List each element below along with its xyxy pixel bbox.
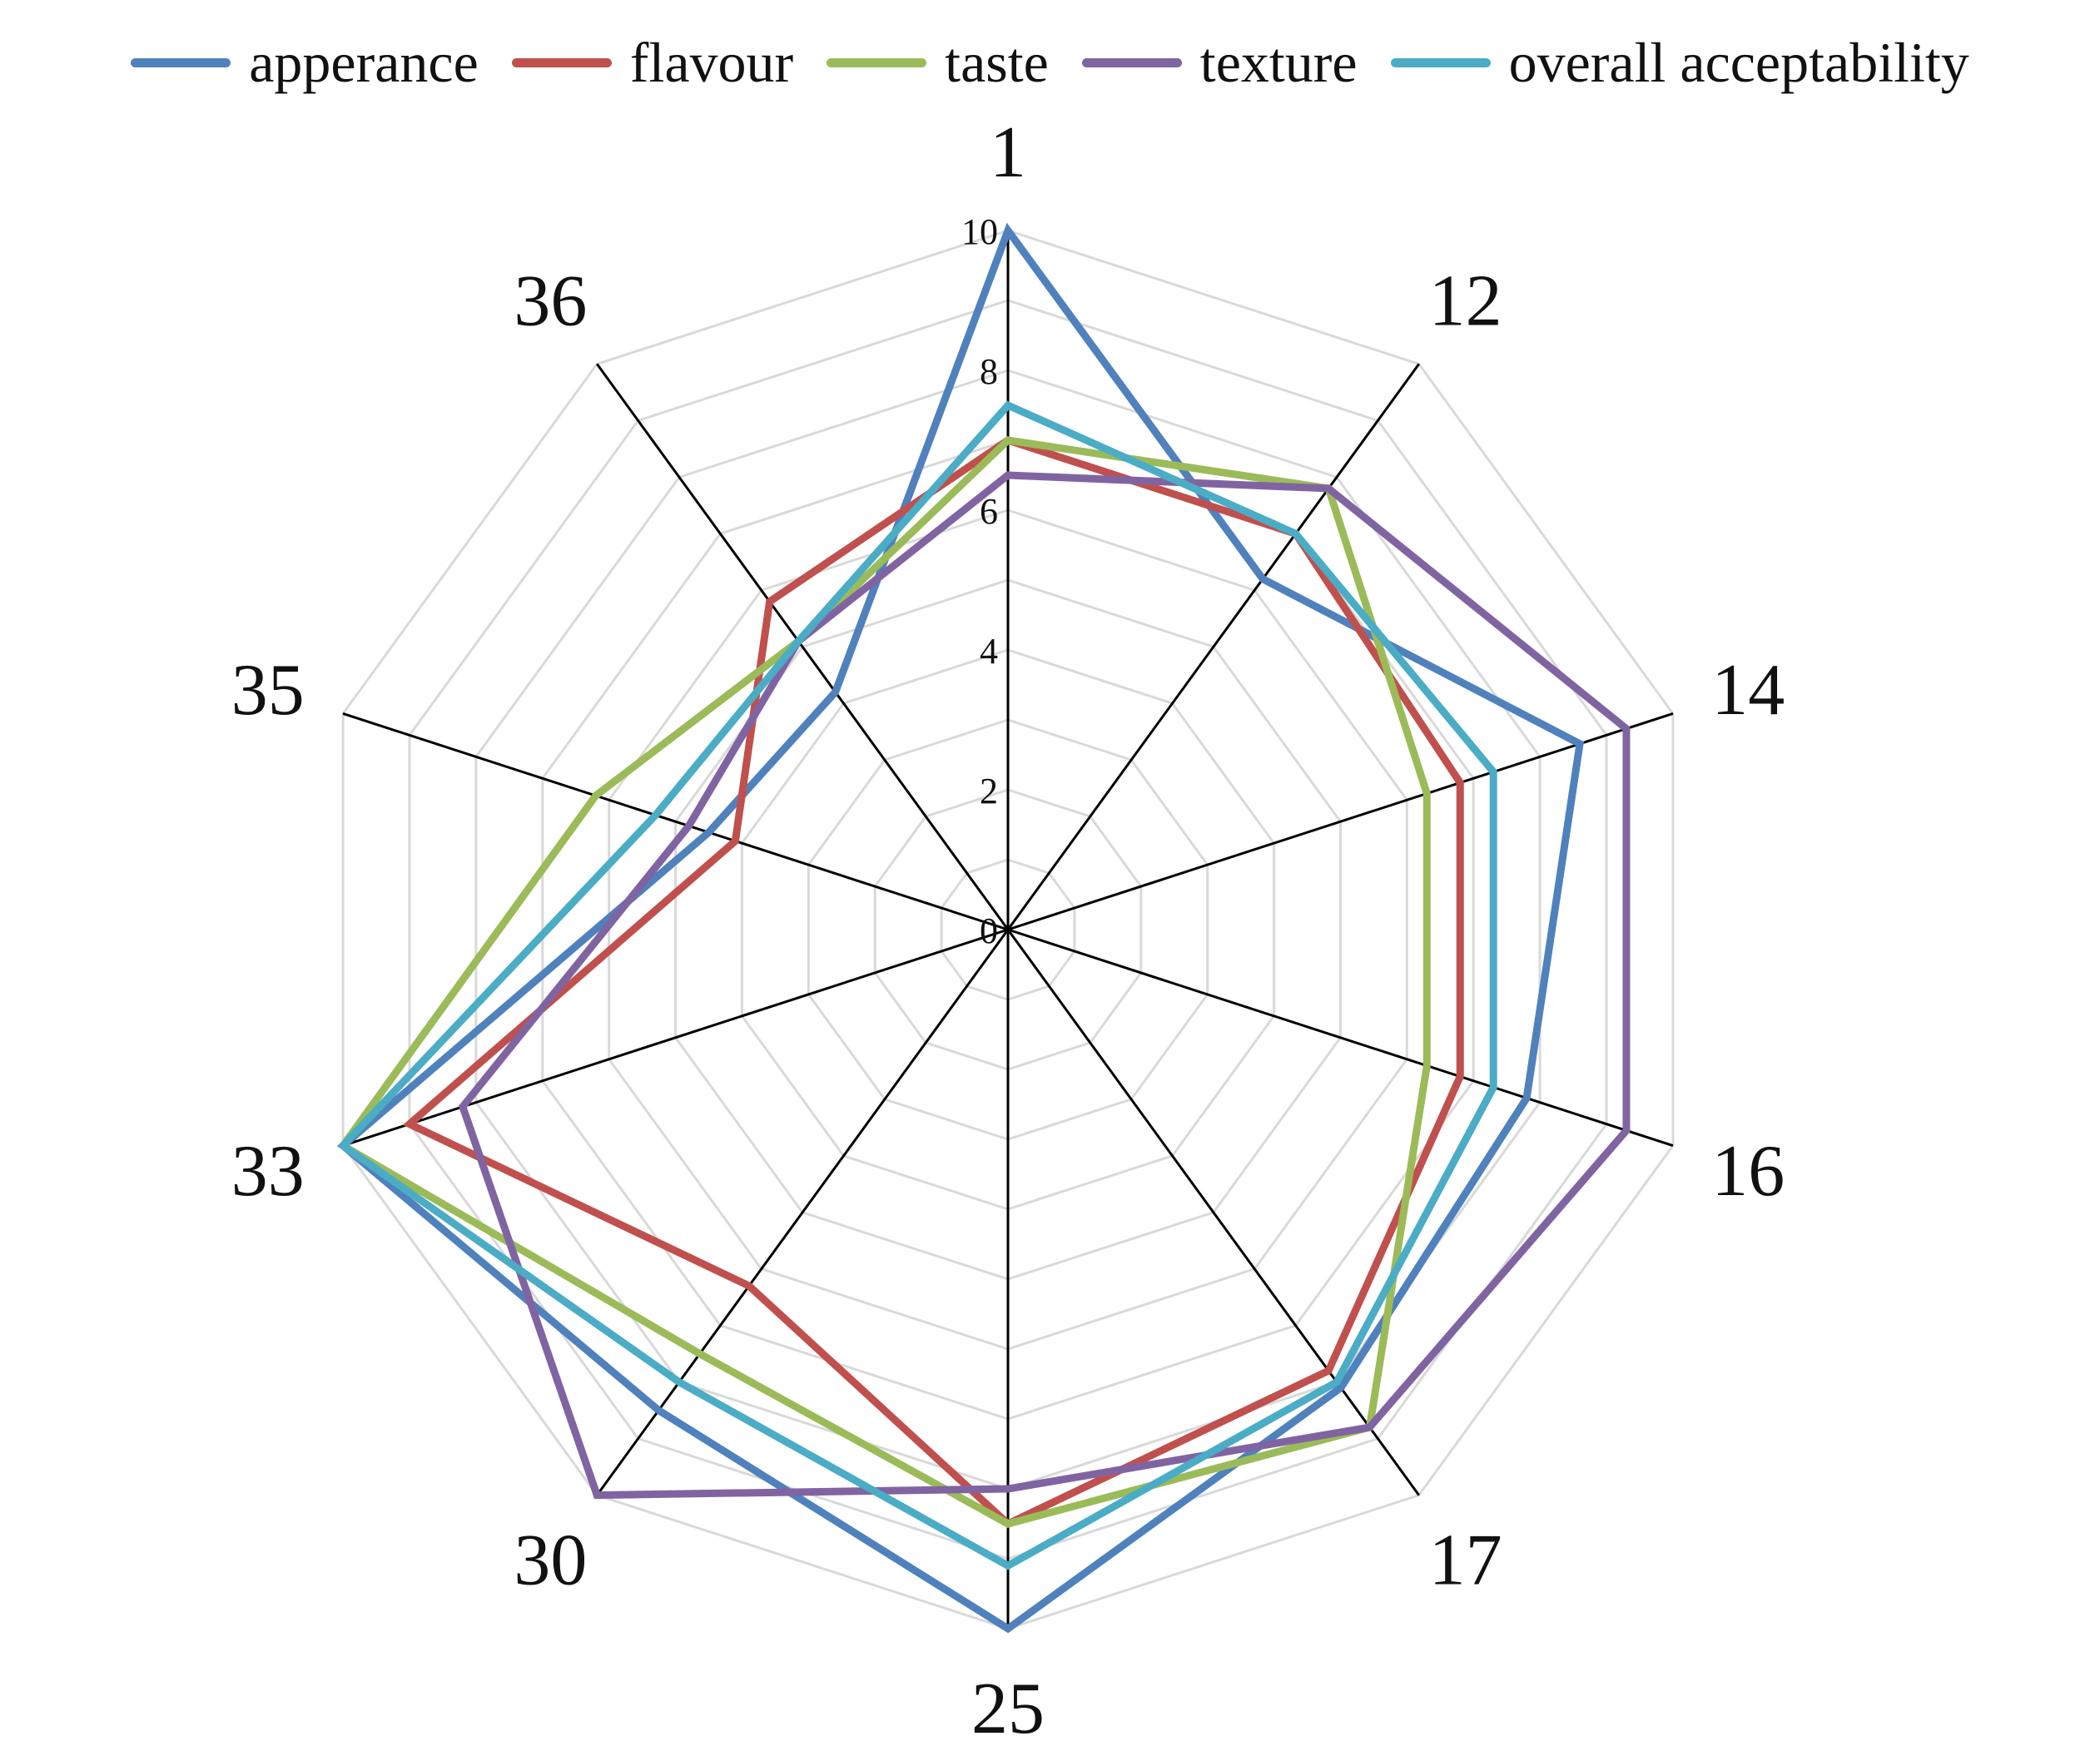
radar-category-labels: 1 12 14 16 17 25 30 33 35 36 (231, 112, 1785, 1749)
radar-axes (342, 231, 1674, 1629)
tick-label: 8 (980, 351, 998, 392)
axis-spoke (342, 712, 1009, 931)
tick-label: 4 (980, 631, 998, 672)
category-label: 14 (1711, 650, 1785, 731)
series-line (337, 400, 1497, 1570)
legend-swatch (1081, 57, 1182, 67)
legend-label: apperance (249, 30, 479, 94)
category-label: 35 (231, 650, 305, 731)
legend-item: apperance (131, 30, 479, 96)
axis-spoke (342, 928, 1009, 1148)
axis-spoke (1006, 363, 1420, 930)
legend-swatch (511, 57, 612, 67)
legend-item: taste (827, 30, 1049, 96)
legend-label: overall acceptability (1508, 30, 1969, 94)
chart-legend: apperance flavour taste texture overall acce… (0, 0, 2100, 125)
legend-item: overall acceptability (1390, 30, 1969, 96)
tick-label: 2 (980, 771, 998, 811)
radar-series (337, 222, 1631, 1634)
legend-label: flavour (629, 30, 794, 94)
legend-swatch (1390, 57, 1491, 67)
category-label: 25 (971, 1669, 1045, 1749)
category-label: 30 (514, 1520, 587, 1600)
category-label: 33 (231, 1131, 305, 1212)
axis-spoke (596, 363, 1010, 930)
category-label: 1 (990, 112, 1026, 193)
tick-label: 0 (980, 910, 998, 951)
category-label: 17 (1429, 1520, 1502, 1600)
legend-swatch (131, 57, 231, 67)
category-label: 12 (1429, 261, 1502, 342)
legend-item: texture (1081, 30, 1358, 96)
radar-tick-labels: 0 2 4 6 8 10 (961, 211, 998, 951)
legend-label: taste (945, 30, 1049, 94)
category-label: 36 (514, 261, 587, 342)
tick-label: 10 (961, 211, 998, 252)
axis-spoke (1007, 928, 1674, 1148)
tick-label: 6 (980, 491, 998, 532)
legend-item: flavour (511, 30, 794, 96)
axis-spoke (1006, 929, 1420, 1496)
legend-label: texture (1199, 30, 1358, 94)
series-line (337, 436, 1431, 1528)
series-line (337, 222, 1584, 1634)
axis-spoke (1007, 712, 1674, 931)
legend-swatch (827, 57, 927, 67)
series-line (458, 471, 1631, 1500)
axis-spoke (596, 929, 1010, 1496)
category-label: 16 (1711, 1131, 1785, 1212)
